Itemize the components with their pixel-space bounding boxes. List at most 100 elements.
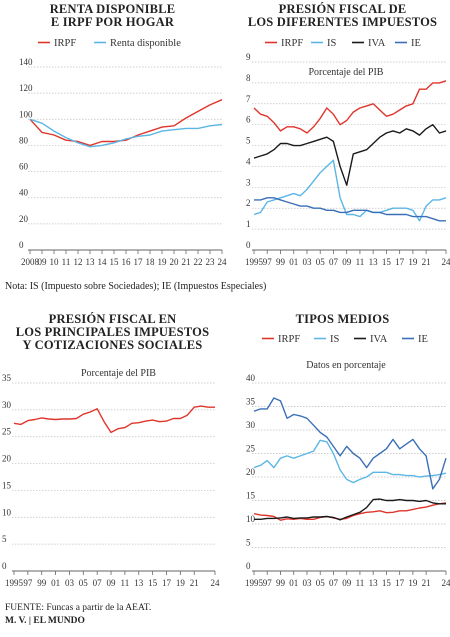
y-tick-label: 15 (2, 480, 12, 490)
y-tick-label: 40 (19, 188, 29, 198)
x-tick-label: 99 (37, 578, 47, 588)
x-tick-label: 11 (62, 257, 71, 267)
x-tick-label: 13 (369, 257, 379, 267)
y-tick-label: 1 (246, 219, 251, 229)
x-tick-label: 19 (408, 578, 418, 588)
x-tick-label: 11 (121, 578, 130, 588)
y-tick-label: 80 (19, 135, 29, 145)
x-tick-label: 1995 (245, 257, 264, 267)
y-tick-label: 2 (246, 198, 251, 208)
chart4-title: TIPOS MEDIOS (295, 312, 390, 326)
legend-label: IRPF (54, 38, 76, 49)
y-tick-label: 10 (2, 507, 12, 517)
x-tick-label: 05 (316, 257, 326, 267)
x-tick-label: 15 (382, 257, 392, 267)
x-tick-label: 18 (146, 257, 156, 267)
x-tick-label: 15 (148, 578, 158, 588)
y-tick-label: 15 (246, 491, 256, 501)
x-tick-label: 07 (93, 578, 103, 588)
x-tick-label: 01 (289, 578, 298, 588)
y-tick-label: 20 (2, 454, 12, 464)
series-line-irpf (253, 80, 447, 134)
series-line-iva (253, 123, 447, 186)
y-tick-label: 7 (246, 94, 251, 104)
y-tick-label: 10 (246, 514, 256, 524)
y-tick-label: 20 (19, 214, 29, 224)
series-line-iva (254, 498, 446, 521)
x-tick-label: 13 (369, 578, 379, 588)
x-tick-label: 20 (170, 257, 180, 267)
series-line-renta-disponible (29, 118, 223, 148)
x-tick-label: 17 (395, 578, 405, 588)
x-tick-label: 05 (79, 578, 89, 588)
y-tick-label: 25 (2, 427, 12, 437)
x-tick-label: 07 (329, 257, 339, 267)
y-tick-label: 60 (19, 162, 29, 172)
y-tick-label: 140 (19, 57, 33, 67)
x-tick-label: 10 (50, 257, 60, 267)
series-line-ie (254, 197, 446, 222)
x-tick-label: 21 (422, 578, 431, 588)
x-tick-label: 09 (107, 578, 117, 588)
x-tick-label: 05 (316, 578, 326, 588)
y-tick-label: 20 (246, 467, 256, 477)
x-tick-label: 97 (263, 578, 273, 588)
x-tick-label: 03 (65, 578, 75, 588)
x-tick-label: 99 (276, 578, 286, 588)
y-tick-label: 35 (2, 373, 12, 383)
x-tick-label: 24 (211, 578, 221, 588)
x-tick-label: 19 (408, 257, 418, 267)
legend-label: IRPF (281, 38, 303, 49)
chart-subtitle: Porcentaje del PIB (81, 368, 156, 379)
series-line-main (13, 405, 215, 434)
x-tick-label: 12 (74, 257, 83, 267)
y-tick-label: 0 (246, 240, 251, 250)
x-tick-label: 17 (395, 257, 405, 267)
x-tick-label: 1995 (245, 578, 264, 588)
chart1-title: RENTA DISPONIBLE E IRPF POR HOGAR (49, 2, 176, 29)
chart-subtitle: Datos en porcentaje (306, 360, 386, 371)
y-tick-label: 6 (246, 115, 251, 125)
x-tick-label: 01 (289, 257, 298, 267)
legend-label: IE (418, 334, 428, 345)
credit-text: M. V. | EL MUNDO (5, 616, 85, 626)
x-tick-label: 13 (134, 578, 144, 588)
y-tick-label: 30 (2, 400, 12, 410)
x-tick-label: 17 (162, 578, 172, 588)
x-tick-label: 24 (442, 257, 450, 267)
legend-label: Renta disponible (110, 38, 181, 49)
y-tick-label: 5 (246, 538, 251, 548)
x-tick-label: 03 (302, 578, 312, 588)
y-tick-label: 3 (246, 177, 251, 187)
x-tick-label: 17 (134, 257, 144, 267)
x-tick-label: 21 (182, 257, 191, 267)
y-tick-label: 40 (246, 373, 256, 383)
x-tick-label: 1995 (5, 578, 24, 588)
x-tick-label: 22 (194, 257, 203, 267)
series-line-ie (253, 397, 447, 490)
chart3-title: PRESIÓN FISCAL EN LOS PRINCIPALES IMPUES… (15, 312, 210, 352)
series-line-irpf (253, 502, 447, 521)
x-tick-label: 16 (122, 257, 132, 267)
series-line-is (253, 439, 447, 484)
x-tick-label: 03 (302, 257, 312, 267)
y-tick-label: 120 (19, 83, 33, 93)
x-tick-label: 99 (276, 257, 286, 267)
y-tick-label: 35 (246, 397, 256, 407)
y-tick-label: 30 (246, 420, 256, 430)
note-text: Nota: IS (Impuesto sobre Sociedades); IE… (5, 281, 267, 292)
chart2-title: PRESIÓN FISCAL DE LOS DIFERENTES IMPUEST… (247, 2, 438, 29)
x-tick-label: 21 (422, 257, 431, 267)
series-line-irpf (29, 99, 223, 147)
legend-label: IS (327, 38, 336, 49)
x-tick-label: 23 (206, 257, 216, 267)
x-tick-label: 14 (98, 257, 108, 267)
y-tick-label: 100 (19, 109, 33, 119)
x-tick-label: 15 (382, 578, 392, 588)
y-tick-label: 4 (246, 156, 251, 166)
y-tick-label: 0 (2, 561, 7, 571)
x-tick-label: 11 (356, 257, 365, 267)
source-text: FUENTE: Funcas a partir de la AEAT. (5, 603, 152, 613)
x-tick-label: 97 (263, 257, 273, 267)
